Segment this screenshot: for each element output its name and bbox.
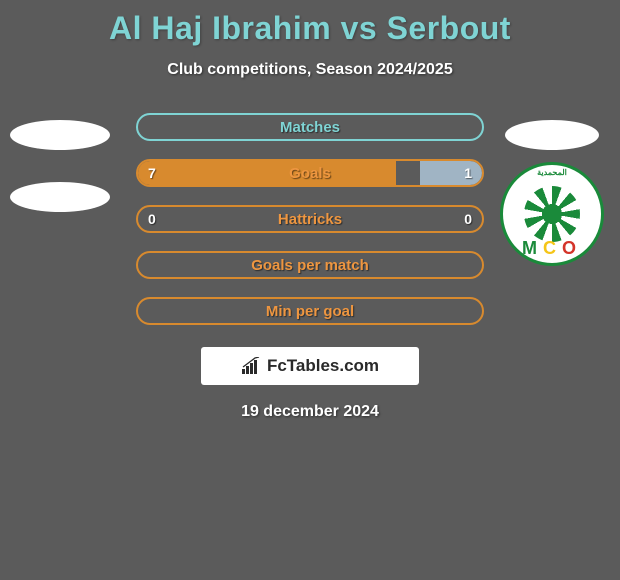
- crest-letter-m: M: [522, 238, 543, 258]
- stat-bar-label: Min per goal: [266, 303, 354, 320]
- stat-bar-fill-left: [138, 161, 396, 185]
- crest-ball-icon: [524, 186, 580, 242]
- stat-bar-label: Hattricks: [278, 211, 342, 228]
- subtitle: Club competitions, Season 2024/2025: [0, 61, 620, 79]
- stat-bar: Matches: [136, 113, 484, 141]
- stat-bar-label: Goals: [289, 165, 331, 182]
- crest-letter-o: O: [562, 238, 582, 258]
- crest-letters: MCO: [503, 238, 601, 259]
- date-line: 19 december 2024: [0, 403, 620, 421]
- page-title: Al Haj Ibrahim vs Serbout: [0, 0, 620, 47]
- stat-bar-value-right: 1: [464, 165, 472, 181]
- crest-inner: المحمدية MCO: [503, 165, 601, 263]
- stat-bar-label: Goals per match: [251, 257, 369, 274]
- comparison-infographic: Al Haj Ibrahim vs Serbout Club competiti…: [0, 0, 620, 580]
- crest-letter-c: C: [543, 238, 562, 258]
- stat-bar: Min per goal: [136, 297, 484, 325]
- brand-text: FcTables.com: [267, 356, 379, 376]
- stat-bar-value-left: 7: [148, 165, 156, 181]
- stat-bar: 0 0 Hattricks: [136, 205, 484, 233]
- brand-chart-icon: [241, 357, 263, 375]
- right-player-badges: المحمدية MCO: [502, 120, 602, 150]
- club-crest: المحمدية MCO: [500, 162, 604, 266]
- crest-arabic-text: المحمدية: [503, 168, 601, 177]
- stat-bar: 7 1 Goals: [136, 159, 484, 187]
- right-ellipse: [505, 120, 599, 150]
- left-player-badges: [10, 120, 110, 212]
- brand-badge: FcTables.com: [201, 347, 419, 385]
- stat-bar: Goals per match: [136, 251, 484, 279]
- left-ellipse-2: [10, 182, 110, 212]
- stat-bar-value-right: 0: [464, 211, 472, 227]
- stat-bar-fill-right: [420, 161, 482, 185]
- stat-bar-label: Matches: [280, 119, 340, 136]
- left-ellipse-1: [10, 120, 110, 150]
- stat-bar-value-left: 0: [148, 211, 156, 227]
